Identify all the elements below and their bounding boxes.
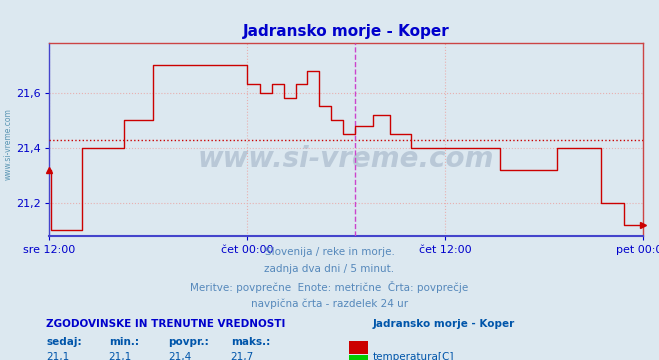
Text: Jadransko morje - Koper: Jadransko morje - Koper xyxy=(372,319,515,329)
Text: www.si-vreme.com: www.si-vreme.com xyxy=(198,145,494,173)
Text: sedaj:: sedaj: xyxy=(46,337,82,347)
Text: zadnja dva dni / 5 minut.: zadnja dva dni / 5 minut. xyxy=(264,264,395,274)
Text: min.:: min.: xyxy=(109,337,139,347)
Text: 21,1: 21,1 xyxy=(109,352,132,360)
Text: Meritve: povprečne  Enote: metrične  Črta: povprečje: Meritve: povprečne Enote: metrične Črta:… xyxy=(190,281,469,293)
Title: Jadransko morje - Koper: Jadransko morje - Koper xyxy=(243,24,449,39)
Text: temperatura[C]: temperatura[C] xyxy=(372,352,454,360)
Text: 21,7: 21,7 xyxy=(231,352,254,360)
Text: www.si-vreme.com: www.si-vreme.com xyxy=(3,108,13,180)
Text: navpična črta - razdelek 24 ur: navpična črta - razdelek 24 ur xyxy=(251,298,408,309)
Text: Slovenija / reke in morje.: Slovenija / reke in morje. xyxy=(264,247,395,257)
Text: 21,1: 21,1 xyxy=(46,352,69,360)
Text: povpr.:: povpr.: xyxy=(168,337,209,347)
Text: 21,4: 21,4 xyxy=(168,352,191,360)
Text: maks.:: maks.: xyxy=(231,337,270,347)
Text: ZGODOVINSKE IN TRENUTNE VREDNOSTI: ZGODOVINSKE IN TRENUTNE VREDNOSTI xyxy=(46,319,285,329)
